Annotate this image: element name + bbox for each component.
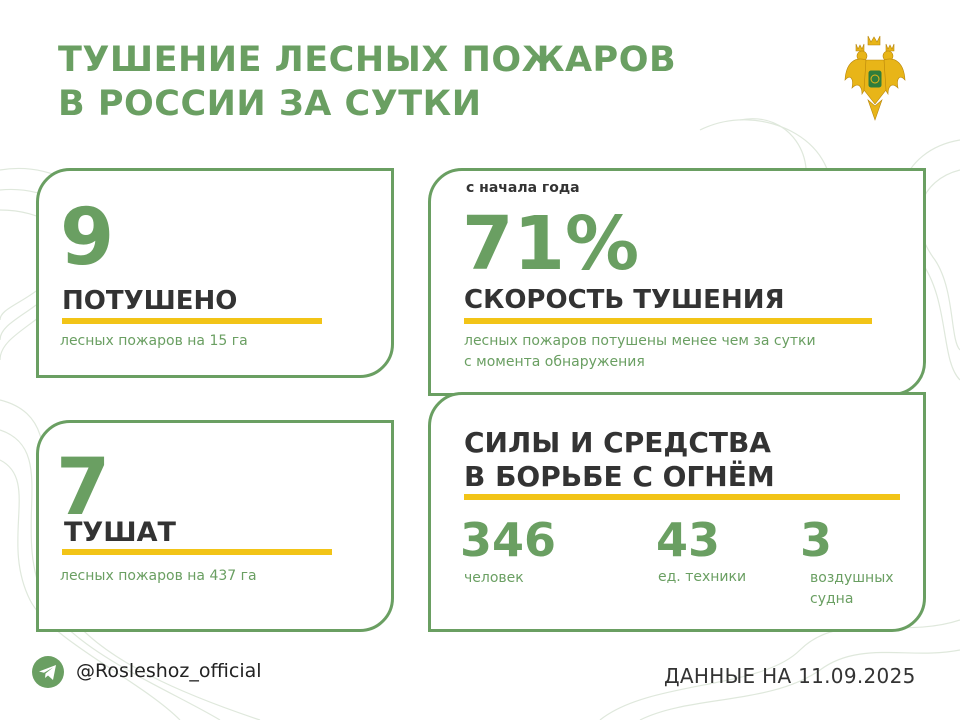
fighting-label: ТУШАТ [64, 517, 176, 548]
extinguished-card [36, 168, 394, 378]
forces-title-line-1: СИЛЫ И СРЕДСТВА [464, 426, 771, 459]
aircraft-label-line-1: воздушных [810, 570, 894, 586]
fighting-number: 7 [56, 443, 111, 533]
aircraft-label-line-2: судна [810, 591, 854, 607]
people-label: человек [464, 570, 524, 586]
page-title: ТУШЕНИЕ ЛЕСНЫХ ПОЖАРОВ В РОССИИ ЗА СУТКИ [58, 38, 676, 126]
speed-underline [464, 318, 872, 324]
vehicles-number: 43 [656, 513, 721, 567]
coat-of-arms-icon [844, 35, 906, 121]
speed-caption-line-2: с момента обнаружения [464, 354, 645, 370]
extinguished-label: ПОТУШЕНО [62, 286, 238, 316]
aircraft-number: 3 [800, 513, 833, 567]
social-handle-link[interactable]: @Rosleshoz_official [76, 660, 262, 682]
forces-underline [464, 494, 900, 500]
telegram-icon[interactable] [32, 656, 64, 688]
title-line-2: В РОССИИ ЗА СУТКИ [58, 84, 482, 124]
speed-caption-line-1: лесных пожаров потушены менее чем за сут… [464, 333, 816, 349]
data-date: ДАННЫЕ НА 11.09.2025 [664, 664, 916, 688]
people-number: 346 [460, 513, 557, 567]
forces-card [428, 392, 926, 632]
title-line-1: ТУШЕНИЕ ЛЕСНЫХ ПОЖАРОВ [58, 40, 677, 80]
fighting-underline [62, 549, 332, 555]
speed-eyebrow: с начала года [466, 180, 580, 196]
speed-label: СКОРОСТЬ ТУШЕНИЯ [464, 285, 785, 315]
vehicles-label: ед. техники [658, 569, 747, 585]
forces-title-line-2: В БОРЬБЕ С ОГНЁМ [464, 460, 775, 493]
fighting-caption: лесных пожаров на 437 га [60, 568, 257, 584]
extinguished-underline [62, 318, 322, 324]
extinguished-number: 9 [60, 193, 115, 283]
speed-number: 71% [462, 201, 640, 287]
fighting-card [36, 420, 394, 632]
extinguished-caption: лесных пожаров на 15 га [60, 333, 248, 349]
